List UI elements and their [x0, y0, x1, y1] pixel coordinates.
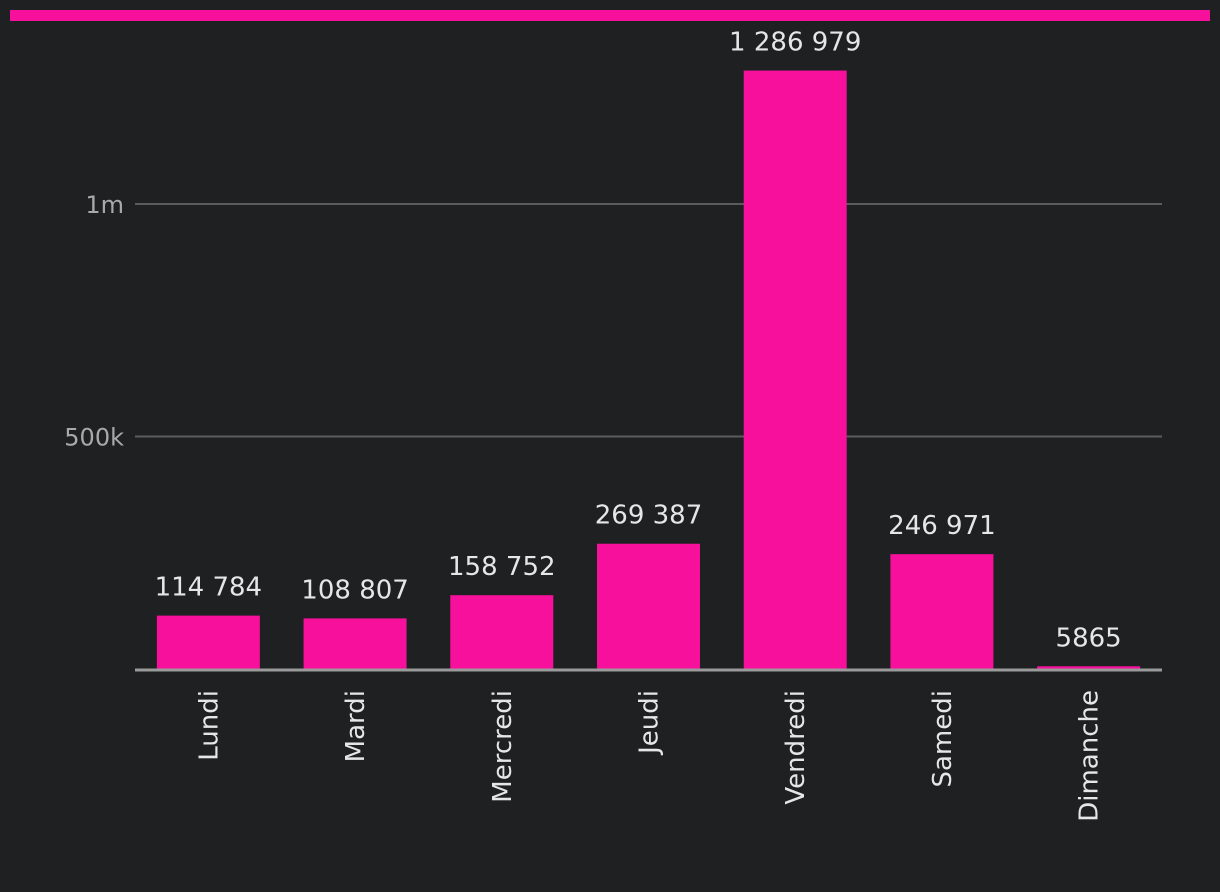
- bar-vendredi: [743, 70, 847, 670]
- x-tick-label-dimanche: Dimanche: [1075, 690, 1105, 822]
- y-tick-label-0: 500k: [64, 424, 124, 452]
- value-label-dimanche: 5865: [1056, 623, 1122, 653]
- x-axis-labels: Lundi Mardi Mercredi Jeudi Vendredi Samedi Dim…: [194, 690, 1104, 822]
- value-label-jeudi: 269 387: [595, 501, 703, 531]
- bar-mercredi: [450, 595, 554, 669]
- x-tick-label-jeudi: Jeudi: [635, 690, 665, 756]
- value-label-vendredi: 1 286 979: [729, 28, 861, 58]
- y-tick-label-1: 1m: [85, 191, 124, 219]
- bar-jeudi: [597, 543, 700, 669]
- gridlines: [135, 203, 1162, 438]
- x-tick-label-samedi: Samedi: [928, 690, 958, 788]
- x-tick-label-vendredi: Vendredi: [781, 690, 811, 805]
- bar-samedi: [890, 554, 994, 669]
- x-tick-label-lundi: Lundi: [194, 690, 224, 761]
- x-tick-label-mardi: Mardi: [341, 690, 371, 762]
- value-label-lundi: 114 784: [155, 573, 263, 603]
- value-label-mercredi: 158 752: [448, 552, 556, 582]
- top-accent-bar: [10, 10, 1210, 21]
- y-axis-ticks: 500k 1m: [64, 191, 124, 452]
- x-tick-label-mercredi: Mercredi: [488, 690, 518, 803]
- bar-mardi: [303, 618, 407, 669]
- value-label-samedi: 246 971: [888, 511, 996, 541]
- bar-dimanche: [1037, 666, 1141, 669]
- bars: [156, 70, 1141, 670]
- value-label-mardi: 108 807: [301, 575, 409, 605]
- value-labels: 114 784 108 807 158 752 269 387 1 286 979 246…: [155, 28, 1122, 654]
- bar-lundi: [156, 615, 260, 669]
